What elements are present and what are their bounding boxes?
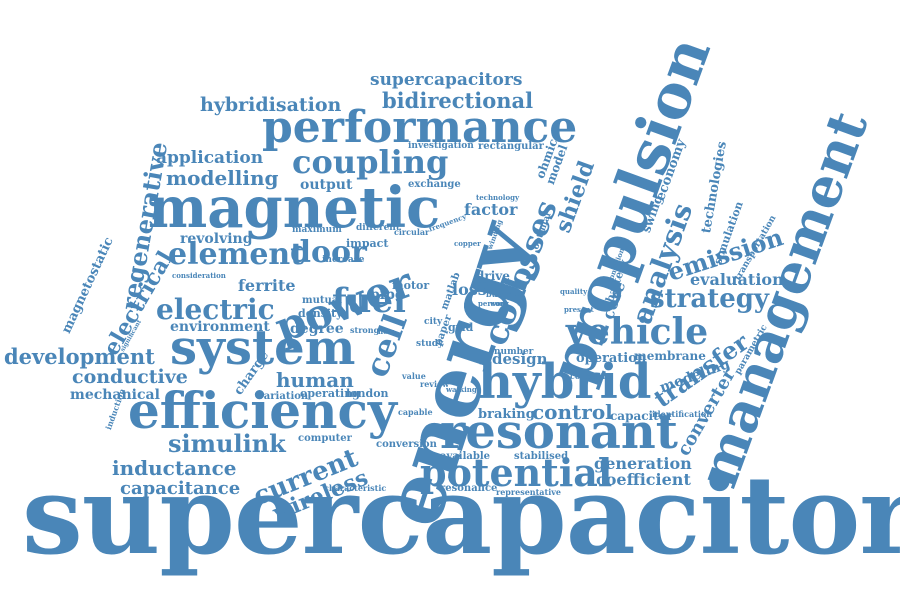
word-stabilised: stabilised xyxy=(514,451,569,462)
word-inductance: inductance xyxy=(112,456,237,480)
word-person: person xyxy=(478,299,505,308)
word-city: city xyxy=(424,317,443,327)
word-supercapacitors: supercapacitors xyxy=(370,70,523,90)
word-operation: operation xyxy=(576,351,647,366)
word-mutual: mutual xyxy=(302,295,343,306)
word-value: value xyxy=(402,371,426,381)
word-circular: circular xyxy=(394,227,430,237)
word-generation: generation xyxy=(594,454,692,473)
word-application: application xyxy=(156,148,264,168)
word-mechanical: mechanical xyxy=(70,387,160,403)
word-degree: degree xyxy=(290,321,344,337)
word-pipe: pipe xyxy=(370,287,404,303)
word-buses: buses xyxy=(486,289,512,299)
word-braking: braking xyxy=(478,407,535,422)
word-strategy: strategy xyxy=(650,284,770,314)
word-magnetic: magnetic xyxy=(148,175,441,241)
word-capacitor: capacitor xyxy=(610,409,673,423)
word-design: design xyxy=(492,350,548,368)
word-investigation: investigation xyxy=(408,141,474,151)
word-hybrid: hybrid xyxy=(478,354,652,410)
word-element: element xyxy=(168,237,305,272)
word-efficiency: efficiency xyxy=(128,381,397,440)
word-present: present xyxy=(564,305,594,314)
word-evaluation: evaluation xyxy=(690,270,784,289)
word-flow: flow xyxy=(378,327,394,336)
word-simulink: simulink xyxy=(168,429,286,458)
word-source: source xyxy=(478,279,505,288)
word-capable: capable xyxy=(398,407,433,417)
word-bidirectional: bidirectional xyxy=(382,88,534,113)
word-maximum: maximum xyxy=(292,225,342,235)
word-magnetostatic: magnetostatic xyxy=(59,235,117,336)
word-technology: technology xyxy=(476,193,520,202)
word-revolving: revolving xyxy=(180,231,253,247)
word-technologies: technologies xyxy=(699,140,730,235)
word-constant: constant xyxy=(570,371,609,381)
word-electric: electric xyxy=(156,293,275,326)
word-performance: performance xyxy=(262,102,578,153)
word-conductive: conductive xyxy=(72,366,188,388)
word-supercapacitor: supercapacitor xyxy=(22,453,900,579)
word-walking: walking xyxy=(446,385,477,394)
word-different: different xyxy=(356,223,400,233)
word-copper: copper xyxy=(454,239,481,248)
word-motor: motor xyxy=(392,279,430,292)
word-consideration: consideration xyxy=(172,271,226,280)
word-identification: identification xyxy=(652,409,713,419)
word-environment: environment xyxy=(170,319,270,335)
word-density: density xyxy=(298,307,343,320)
word-characteristic: characteristic xyxy=(324,483,387,493)
word-factor: factor xyxy=(464,200,518,219)
word-work: work xyxy=(490,299,510,308)
word-resonance: resonance xyxy=(440,483,498,494)
word-available: available xyxy=(440,451,490,462)
word-strong: strong xyxy=(350,325,380,335)
word-membrane: membrane xyxy=(634,349,706,363)
word-computer: computer xyxy=(298,433,352,444)
word-fuel: fuel xyxy=(332,281,406,321)
word-rectangular: rectangular xyxy=(478,141,544,152)
word-door: door xyxy=(290,235,367,270)
word-output: output xyxy=(300,177,353,193)
word-impact: impact xyxy=(346,237,389,250)
word-capacitance: capacitance xyxy=(120,478,241,499)
word-study: study xyxy=(416,339,444,349)
word-variation: variation xyxy=(258,391,309,402)
word-increase: increase xyxy=(322,255,365,265)
word-potential: potential xyxy=(420,450,613,495)
word-coefficient: coefficient xyxy=(596,470,691,489)
word-modelling: modelling xyxy=(166,166,279,190)
word-vehicle: vehicle xyxy=(566,311,709,353)
word-exchange: exchange xyxy=(408,179,461,190)
word-human: human xyxy=(276,368,354,392)
word-quality: quality xyxy=(560,287,588,296)
word-control: control xyxy=(532,400,613,424)
word-hybridisation: hybridisation xyxy=(200,94,342,116)
word-drive: drive xyxy=(476,269,510,283)
word-conversion: conversion xyxy=(376,439,437,450)
word-review: review xyxy=(420,379,449,389)
word-ferrite: ferrite xyxy=(238,276,296,295)
word-development: development xyxy=(4,344,155,369)
word-representative: representative xyxy=(496,487,561,497)
word-grid: grid xyxy=(448,321,474,334)
word-system: system xyxy=(170,320,356,376)
word-loss: loss xyxy=(452,280,487,299)
word-london: london xyxy=(346,387,389,400)
word-number: number xyxy=(494,347,534,357)
word-coupling: coupling xyxy=(292,143,449,181)
word-resonant: resonant xyxy=(440,404,678,460)
word-operating: operating xyxy=(300,387,360,400)
